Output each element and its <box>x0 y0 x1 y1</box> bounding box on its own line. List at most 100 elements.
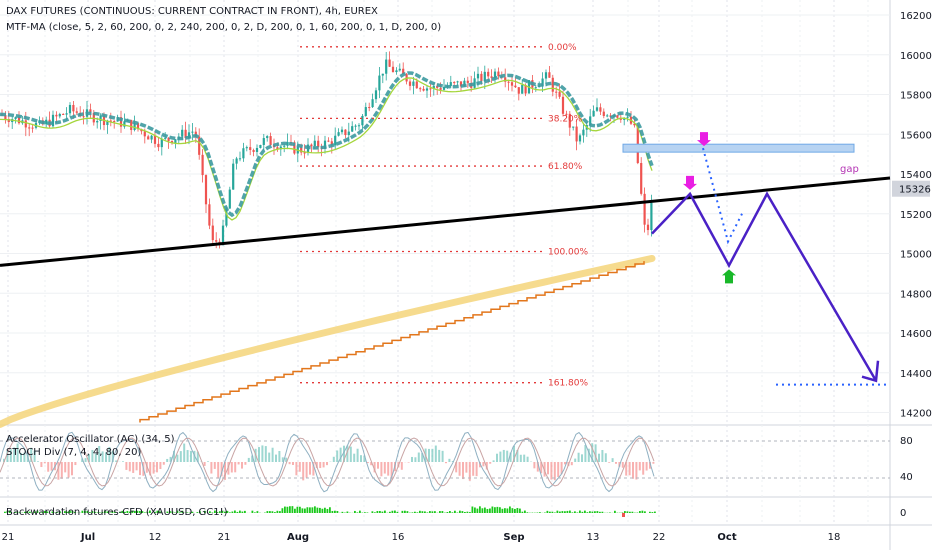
ac-histogram-bar <box>547 462 549 474</box>
backwardation-bar <box>274 512 276 513</box>
backwardation-bar <box>579 511 581 513</box>
backwardation-bar <box>587 512 589 513</box>
candle-body <box>647 225 649 230</box>
candle-body <box>239 158 241 159</box>
candle-body <box>365 107 367 116</box>
backwardation-bar <box>447 512 449 513</box>
backwardation-bar <box>502 509 504 513</box>
ac-histogram-bar <box>635 462 637 480</box>
backwardation-bar <box>389 512 391 513</box>
backwardation-bar <box>284 507 286 513</box>
backwardation-bar <box>427 512 429 513</box>
ac-histogram-bar <box>578 453 580 462</box>
backwardation-bar <box>424 511 426 513</box>
backwardation-bar <box>557 511 559 513</box>
x-tick-label: 16 <box>392 532 405 543</box>
stoch-legend[interactable]: STOCH Div (7, 4, 4, 80, 20) <box>6 447 141 458</box>
backwardation-bar <box>257 511 259 513</box>
backwardation-bar <box>282 508 284 513</box>
backwardation-bar <box>517 508 519 513</box>
indicator-legend[interactable]: MTF-MA (close, 5, 2, 60, 200, 0, 2, 240,… <box>6 22 441 33</box>
ac-histogram-bar <box>506 451 508 462</box>
ac-histogram-bar <box>646 462 648 471</box>
ac-histogram-bar <box>608 462 610 463</box>
backwardation-bar <box>232 512 234 513</box>
x-tick-label: 21 <box>2 532 15 543</box>
ac-histogram-bar <box>350 447 352 462</box>
ac-histogram-bar <box>244 462 246 465</box>
x-tick-label: 18 <box>828 532 841 543</box>
candle-body <box>270 136 272 145</box>
backwardation-bar <box>472 507 474 513</box>
candle-body <box>423 89 425 91</box>
backwardation-bar <box>269 511 271 513</box>
ac-histogram-bar <box>231 462 233 473</box>
backwardation-bar <box>554 512 556 513</box>
ac-histogram-bar <box>309 462 311 475</box>
candle-body <box>535 87 537 88</box>
ac-histogram-bar <box>214 462 216 469</box>
backwardation-bar <box>577 512 579 513</box>
backwardation-bar <box>487 509 489 513</box>
x-tick-label: Aug <box>287 532 309 543</box>
candle-body <box>191 132 193 133</box>
symbol-legend[interactable]: DAX FUTURES (CONTINUOUS: CURRENT CONTRAC… <box>6 6 378 17</box>
backwardation-bar <box>292 506 294 513</box>
candle-body <box>222 226 224 245</box>
backwardation-bar <box>599 512 601 513</box>
ac-histogram-bar <box>496 454 498 462</box>
backwardation-bar <box>384 511 386 513</box>
backwardation-bar <box>372 511 374 513</box>
candle-body <box>603 112 605 116</box>
ac-histogram-bar <box>605 453 607 462</box>
fib-level-label: 0.00% <box>548 43 577 53</box>
candle-body <box>113 121 115 122</box>
backwardation-bar <box>449 511 451 513</box>
ac-histogram-bar <box>44 462 46 463</box>
backwardation-bar <box>627 511 629 513</box>
ac-legend[interactable]: Accelerator Oscillator (AC) (34, 5) <box>6 434 175 445</box>
candle-body <box>157 144 159 147</box>
ac-histogram-bar <box>64 462 66 472</box>
backwardation-bar <box>639 511 641 513</box>
candle-body <box>205 175 207 204</box>
backwardation-bar <box>392 511 394 513</box>
candle-body <box>249 147 251 150</box>
backwardation-bar <box>322 509 324 513</box>
candle-body <box>338 132 340 136</box>
backwardation-bar <box>452 512 454 513</box>
ac-histogram-bar <box>238 462 240 464</box>
backwardation-bar <box>549 512 551 513</box>
candle-body <box>480 74 482 81</box>
y-tick-label: 15600 <box>900 130 932 141</box>
backwardation-bar <box>524 511 526 513</box>
backwardation-bar <box>482 508 484 513</box>
candle-body <box>596 107 598 111</box>
ac-histogram-bar <box>51 462 53 471</box>
backwardation-bar <box>582 512 584 513</box>
ac-histogram-bar <box>520 455 522 462</box>
backwardation-bar <box>357 512 359 513</box>
ac-histogram-bar <box>153 462 155 474</box>
candle-body <box>640 163 642 194</box>
ac-histogram-bar <box>401 462 403 470</box>
x-tick-label: 13 <box>587 532 600 543</box>
candle-body <box>582 130 584 136</box>
backwardation-bar <box>509 506 511 513</box>
ac-histogram-bar <box>411 457 413 462</box>
ac-histogram-bar <box>319 462 321 468</box>
backwardation-legend[interactable]: Backwardation futures-CFD (XAUUSD, GC1!) <box>6 507 228 518</box>
backwardation-bar <box>407 511 409 513</box>
backwardation-bar <box>254 512 256 513</box>
backwardation-bar <box>589 511 591 513</box>
y-tick-label: 16200 <box>900 11 932 22</box>
candle-body <box>389 60 391 67</box>
ac-histogram-bar <box>136 462 138 470</box>
candle-body <box>572 127 574 128</box>
candle-body <box>314 141 316 146</box>
candle-body <box>202 155 204 175</box>
backwardation-bar <box>454 511 456 513</box>
backwardation-bar <box>229 512 231 513</box>
